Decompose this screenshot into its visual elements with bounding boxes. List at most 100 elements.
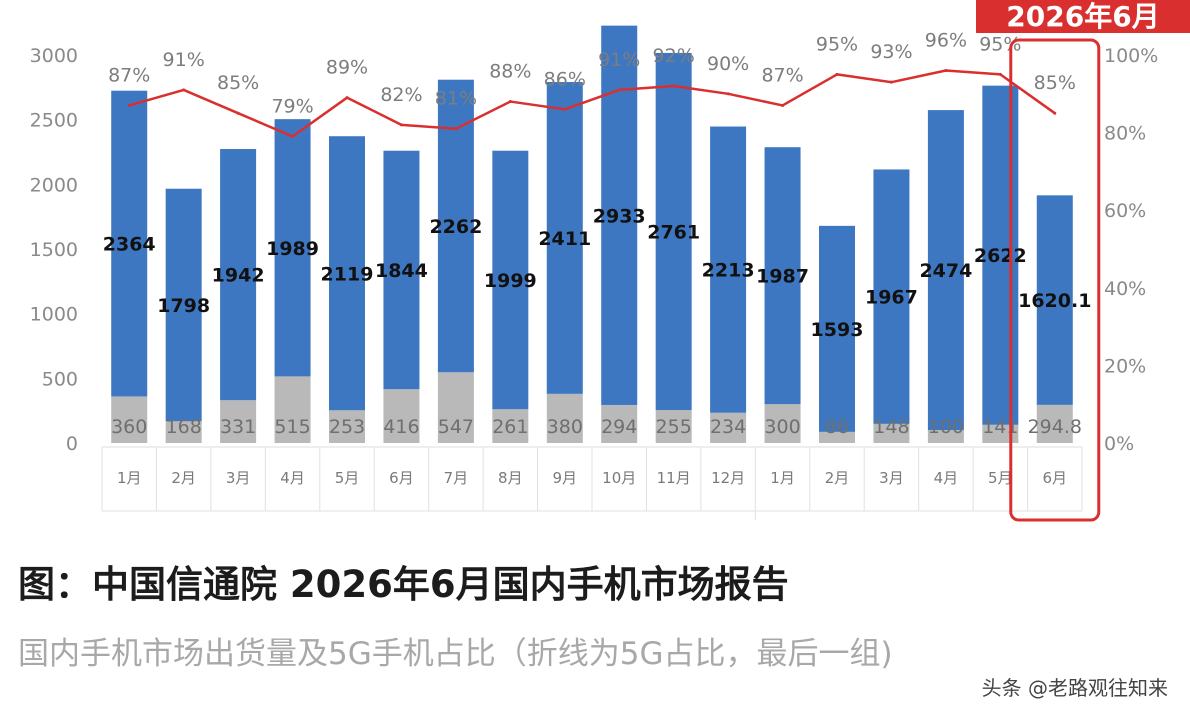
x-tick-label: 1月 — [117, 469, 142, 487]
fiveg-share-point — [454, 127, 458, 131]
fiveg-share-label: 86% — [544, 68, 586, 90]
fiveg-share-point — [399, 123, 403, 127]
non5g-bar — [383, 389, 420, 443]
non5g-bar — [1036, 404, 1073, 443]
fiveg-value-label: 1987 — [756, 266, 809, 288]
fiveg-share-point — [944, 69, 948, 73]
x-tick-label: 4月 — [934, 469, 959, 487]
non5g-bar — [274, 376, 311, 443]
fiveg-share-point — [1053, 111, 1057, 115]
non5g-bar — [437, 372, 474, 443]
fiveg-share-label: 87% — [108, 64, 150, 86]
fiveg-share-label: 96% — [925, 30, 967, 52]
fiveg-value-label: 1967 — [865, 287, 918, 309]
fiveg-share-point — [889, 80, 893, 84]
x-tick-label: 3月 — [879, 469, 904, 487]
x-tick-label: 7月 — [444, 469, 469, 487]
non5g-value-label: 515 — [274, 416, 310, 438]
fiveg-value-label: 2262 — [429, 216, 482, 238]
fiveg-share-point — [291, 134, 295, 138]
x-tick-label: 10月 — [602, 469, 636, 487]
fiveg-bar — [873, 169, 910, 424]
highlight-layer: 2026年6月 — [976, 0, 1190, 522]
fiveg-share-label: 91% — [598, 49, 640, 71]
x-tick-label: 2月 — [171, 469, 196, 487]
fiveg-value-label: 2213 — [702, 260, 755, 282]
fiveg-share-line — [128, 69, 1056, 138]
fiveg-value-label: 2119 — [321, 263, 374, 285]
highlight-banner — [976, 0, 1190, 33]
y-left-tick-label: 2000 — [30, 174, 78, 196]
caption-title: 图：中国信通院 2026年6月国内手机市场报告 — [18, 563, 789, 606]
non5g-value-label: 234 — [710, 416, 746, 438]
fiveg-bar — [492, 150, 529, 410]
highlight-frame — [1009, 38, 1101, 522]
fiveg-share-label: 85% — [217, 72, 259, 94]
source-credit: 头条 @老路观往知来 — [981, 676, 1168, 700]
fiveg-bar — [165, 188, 202, 422]
non5g-value-label: 416 — [383, 416, 419, 438]
x-tick-label: 8月 — [498, 469, 523, 487]
fiveg-bar — [819, 225, 855, 432]
fiveg-bar — [710, 126, 747, 413]
fiveg-share-point — [563, 107, 567, 111]
x-tick-label: 2月 — [825, 469, 850, 487]
fiveg-share-label: 93% — [870, 41, 912, 63]
fiveg-value-label: 1942 — [212, 265, 265, 287]
fiveg-share-label: 92% — [653, 45, 695, 67]
fiveg-bar — [111, 90, 148, 397]
chart-axes: 0 500 1000 1500 2000 2500 3000 0% 20% 40% 60% 80% 10… — [30, 45, 1158, 520]
fiveg-bar — [274, 119, 311, 377]
non5g-bar — [492, 409, 529, 443]
non5g-bar — [927, 430, 964, 443]
x-tick-label: 5月 — [335, 469, 360, 487]
y-right-tick-label: 100% — [1104, 45, 1158, 67]
non5g-value-label: 148 — [873, 416, 909, 438]
non5g-bar — [601, 404, 638, 443]
non5g-value-label: 360 — [111, 416, 147, 438]
non5g-bar — [764, 404, 801, 443]
non5g-value-label: 261 — [492, 416, 528, 438]
fiveg-value-label: 2933 — [593, 205, 646, 227]
non5g-bar — [655, 410, 692, 443]
fiveg-share-point — [345, 96, 349, 100]
x-tick-label: 11月 — [657, 469, 691, 487]
fiveg-value-label: 2622 — [974, 245, 1027, 267]
fiveg-share-label: 88% — [489, 61, 531, 83]
x-tick-label: 5月 — [988, 469, 1013, 487]
fiveg-value-label: 2364 — [103, 234, 156, 256]
fiveg-share-label: 95% — [816, 33, 858, 55]
fiveg-bar — [329, 136, 365, 411]
fiveg-bar — [383, 150, 420, 390]
fiveg-share-point — [726, 92, 730, 96]
fiveg-value-label: 1593 — [811, 319, 864, 341]
y-left-tick-label: 1500 — [30, 239, 78, 261]
fiveg-share-point — [617, 88, 621, 92]
fiveg-share-point — [182, 88, 186, 92]
fiveg-value-label: 1620.1 — [1018, 290, 1091, 312]
y-left-tick-label: 0 — [66, 433, 78, 455]
fiveg-value-label: 1999 — [484, 270, 537, 292]
y-right-tick-label: 20% — [1104, 355, 1146, 377]
non5g-value-label: 141 — [982, 416, 1018, 438]
non5g-value-label: 294.8 — [1028, 416, 1082, 438]
non5g-value-label: 547 — [438, 416, 474, 438]
fiveg-share-point — [781, 103, 785, 107]
fiveg-share-point — [998, 72, 1002, 76]
non5g-value-label: 86 — [825, 416, 849, 438]
shipment-chart: 87% 91% 85% 79% 89% 82% 81% 88% 86% 91% 92% 90% 87% 9… — [30, 0, 1190, 522]
x-tick-label: 6月 — [389, 469, 414, 487]
y-left-tick-label: 500 — [42, 368, 78, 390]
fiveg-value-label: 2474 — [919, 260, 972, 282]
fiveg-share-point — [127, 103, 131, 107]
non5g-bar — [165, 421, 202, 443]
fiveg-share-label: 85% — [1034, 72, 1076, 94]
x-tick-label: 3月 — [226, 469, 251, 487]
non5g-bar — [546, 393, 583, 443]
fiveg-value-label: 1798 — [157, 295, 210, 317]
fiveg-share-point — [672, 84, 676, 88]
non5g-bar — [873, 423, 910, 443]
fiveg-value-label: 2411 — [538, 228, 591, 250]
non5g-value-label: 100 — [928, 416, 964, 438]
y-right-tick-label: 0% — [1104, 433, 1134, 455]
